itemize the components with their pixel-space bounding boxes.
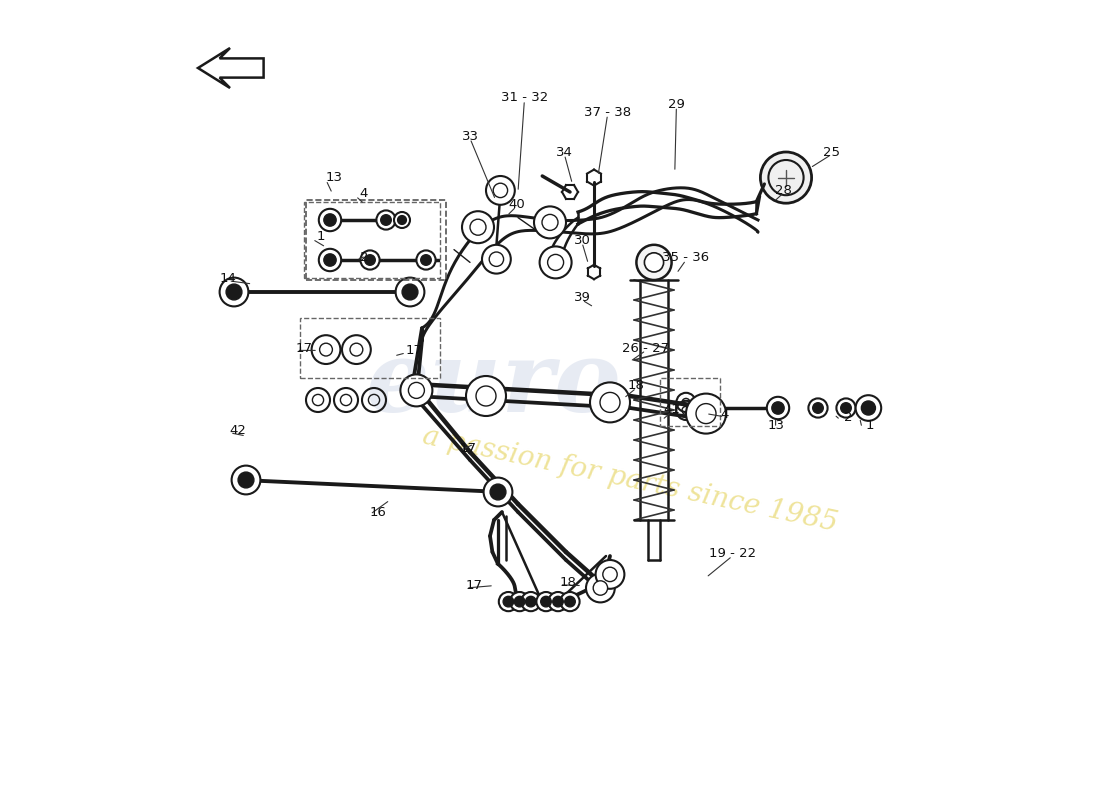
Circle shape [541,596,551,607]
Text: 1: 1 [866,419,874,432]
Text: 34: 34 [556,146,573,158]
Circle shape [466,376,506,416]
Circle shape [560,592,580,611]
Circle shape [462,211,494,243]
Text: 2: 2 [844,411,852,424]
Text: 17: 17 [465,579,483,592]
Circle shape [540,246,572,278]
Text: 33: 33 [462,130,478,142]
Circle shape [232,466,261,494]
Circle shape [542,214,558,230]
Circle shape [376,210,396,230]
Circle shape [586,574,615,602]
Circle shape [470,219,486,235]
Circle shape [521,592,540,611]
Circle shape [227,284,242,300]
Circle shape [767,397,789,419]
Text: 41: 41 [663,403,680,416]
Circle shape [856,395,881,421]
Circle shape [397,215,406,224]
Circle shape [420,254,431,266]
Circle shape [537,592,556,611]
Text: 17: 17 [406,344,422,357]
Circle shape [534,206,566,238]
Circle shape [590,382,630,422]
Circle shape [498,592,518,611]
Text: 18: 18 [628,379,645,392]
Circle shape [861,401,876,415]
Circle shape [772,402,784,414]
Text: a passion for parts since 1985: a passion for parts since 1985 [420,422,840,538]
Circle shape [510,592,529,611]
Text: 19 - 22: 19 - 22 [708,547,756,560]
Text: 40: 40 [508,198,525,210]
Text: 17: 17 [296,342,312,354]
Text: 30: 30 [573,234,591,246]
Circle shape [490,252,504,266]
Text: 2: 2 [360,251,368,264]
Text: 13: 13 [767,419,784,432]
Circle shape [593,581,607,595]
Circle shape [564,596,575,607]
Circle shape [808,398,827,418]
Circle shape [417,250,436,270]
Circle shape [515,596,525,607]
Circle shape [696,403,716,424]
Text: 4: 4 [360,187,367,200]
Text: 35 - 36: 35 - 36 [662,251,710,264]
Text: 28: 28 [776,184,792,197]
Circle shape [400,374,432,406]
Text: 13: 13 [326,171,342,184]
Circle shape [486,176,515,205]
Circle shape [394,212,410,228]
Text: 31 - 32: 31 - 32 [500,91,548,104]
Circle shape [813,402,823,414]
Circle shape [552,596,563,607]
Text: 17: 17 [460,442,477,454]
Circle shape [548,254,563,270]
Circle shape [493,183,507,198]
Text: 39: 39 [573,291,591,304]
Circle shape [637,245,672,280]
Circle shape [836,398,856,418]
Text: 16: 16 [370,506,386,518]
Circle shape [549,592,568,611]
Circle shape [319,209,341,231]
Text: 37 - 38: 37 - 38 [584,106,631,118]
Circle shape [840,402,851,414]
Circle shape [361,250,379,270]
Circle shape [323,254,337,266]
Text: 14: 14 [220,272,236,285]
Circle shape [482,245,510,274]
Circle shape [403,284,418,300]
Circle shape [600,392,620,413]
Circle shape [760,152,812,203]
Text: euro: euro [366,336,622,432]
Text: 26 - 27: 26 - 27 [623,342,670,354]
Circle shape [603,567,617,582]
Circle shape [408,382,425,398]
Circle shape [396,278,425,306]
Circle shape [595,560,625,589]
Circle shape [238,472,254,488]
Circle shape [686,394,726,434]
Circle shape [319,249,341,271]
Text: 18: 18 [559,576,576,589]
Text: 25: 25 [823,146,840,158]
Text: 29: 29 [668,98,685,110]
Text: 4: 4 [720,408,728,421]
Text: 42: 42 [230,424,246,437]
Circle shape [365,254,375,266]
Circle shape [645,253,663,272]
Circle shape [381,214,392,226]
Text: 1: 1 [316,230,324,243]
Circle shape [484,478,513,506]
Circle shape [476,386,496,406]
Circle shape [323,214,337,226]
Circle shape [526,596,536,607]
Circle shape [491,484,506,500]
Circle shape [503,596,514,607]
Circle shape [220,278,249,306]
